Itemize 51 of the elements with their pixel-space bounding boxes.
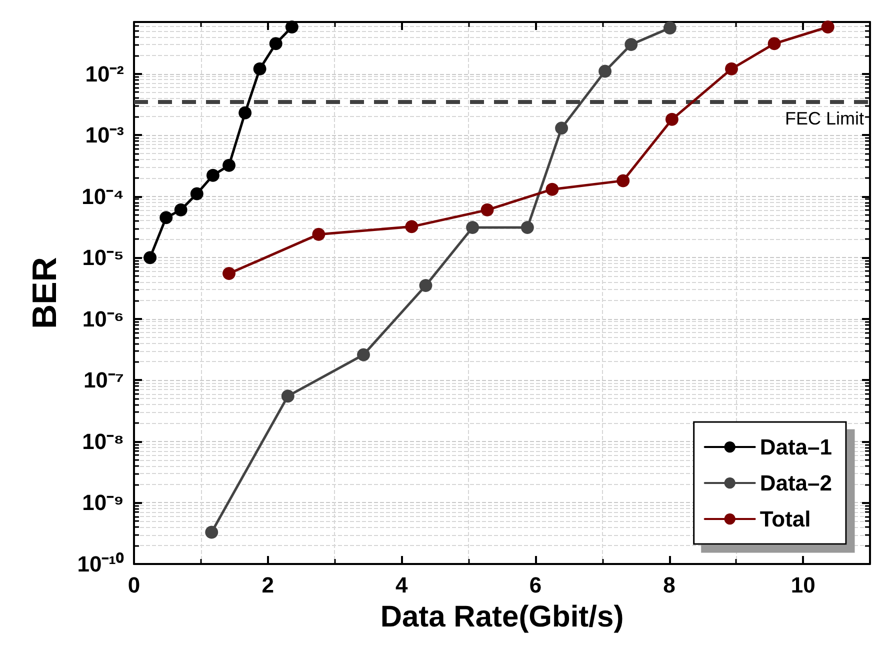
point (160, 211, 173, 224)
point (405, 220, 418, 234)
y-tick-label: 10⁻⁸ (82, 428, 124, 454)
point (206, 168, 220, 182)
point (269, 37, 282, 50)
point (725, 62, 738, 76)
y-tick-label: 10⁻² (85, 61, 124, 86)
point (144, 251, 157, 264)
point (624, 38, 638, 52)
ref-line-label: FEC Limit (784, 108, 864, 129)
point (466, 221, 480, 234)
legend-label: Total (760, 506, 811, 532)
y-tick-label: 10⁻³ (85, 122, 124, 148)
x-axis-title: Data Rate(Gbit/s) (380, 600, 624, 634)
x-tick-label: 2 (262, 572, 274, 598)
y-tick-label: 10⁻⁵ (82, 245, 124, 270)
point (665, 112, 678, 126)
point (546, 182, 559, 196)
point (190, 187, 204, 200)
y-axis-title: BER (26, 257, 64, 329)
y-tick-label: 10⁻⁴ (82, 184, 124, 209)
y-tick-label: 10⁻⁶ (82, 306, 124, 332)
point (205, 526, 218, 539)
point (419, 279, 432, 292)
legend-label: Data–1 (760, 434, 832, 460)
point (222, 267, 236, 280)
y-tick-label: 10⁻⁹ (82, 490, 124, 516)
point (616, 174, 630, 188)
point (598, 64, 612, 78)
point (555, 122, 568, 135)
legend-label: Data–2 (760, 470, 832, 496)
point (174, 203, 188, 216)
x-tick-label: 10 (790, 572, 816, 598)
point (281, 390, 294, 403)
point (663, 21, 676, 34)
point (768, 37, 781, 50)
point (357, 348, 370, 362)
x-tick-label: 4 (396, 572, 409, 598)
y-tick-label: 10⁻¹⁰ (77, 552, 124, 576)
point (238, 106, 252, 120)
x-tick-label: 8 (663, 572, 676, 598)
point (222, 158, 236, 172)
point (821, 20, 834, 34)
y-tick-label: 10⁻⁷ (83, 368, 124, 393)
point (285, 20, 298, 34)
point (520, 221, 534, 234)
x-tick-label: 6 (529, 572, 542, 598)
x-tick-label: 0 (128, 572, 140, 598)
point (253, 62, 266, 76)
point (312, 228, 326, 241)
point (480, 203, 494, 216)
